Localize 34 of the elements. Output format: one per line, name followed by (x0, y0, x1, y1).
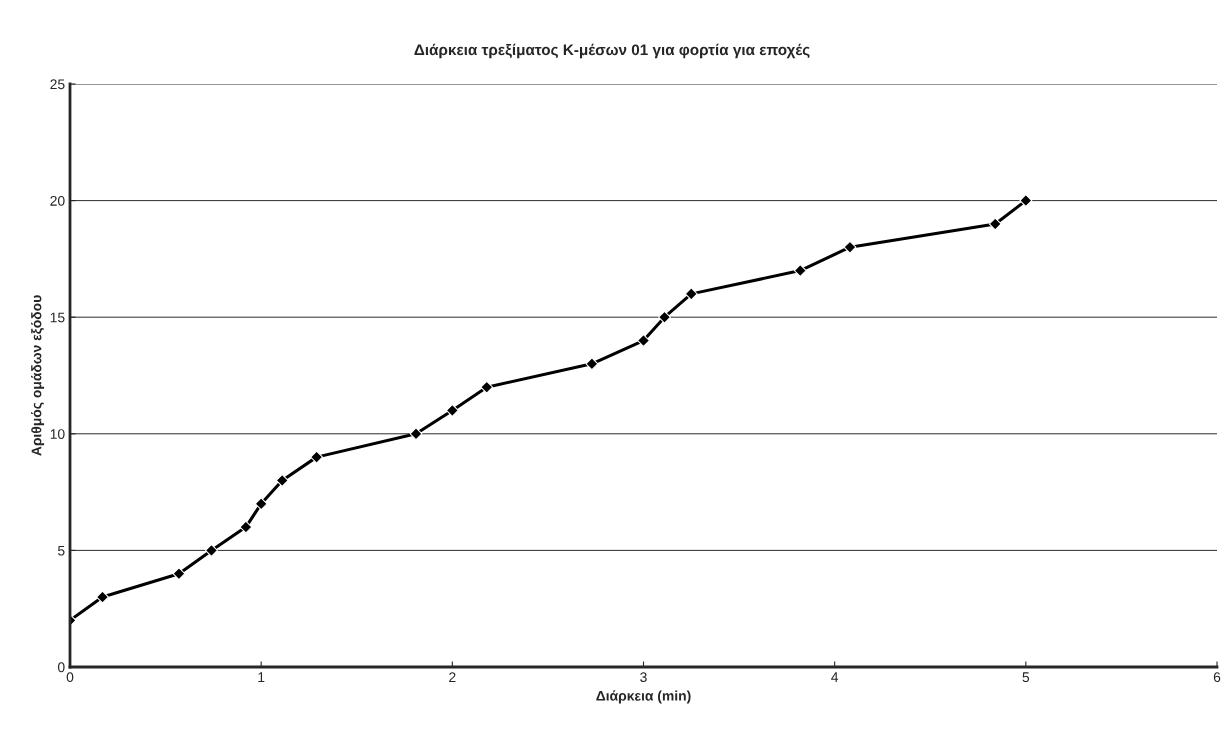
y-tick-label: 25 (50, 79, 65, 90)
point (239, 520, 253, 534)
point (1019, 194, 1033, 208)
x-tick-label: 3 (640, 672, 647, 683)
point (254, 497, 268, 511)
y-tick-label: 10 (50, 429, 65, 439)
x-tick-label: 2 (449, 672, 456, 682)
point (684, 287, 698, 301)
y-tick-label: 20 (50, 195, 65, 206)
x-axis-title: Διάρκεια (min) (596, 690, 691, 704)
point (172, 567, 186, 581)
point (637, 334, 650, 347)
y-axis-title: Αριθμός ομάδων εξόδου (31, 295, 45, 456)
point (585, 357, 599, 371)
point (480, 380, 494, 394)
point (96, 590, 109, 604)
x-tick-label: 5 (1022, 672, 1030, 683)
point (445, 404, 459, 417)
y-tick-label: 15 (50, 312, 65, 323)
point (310, 450, 324, 464)
y-tick-label: 5 (57, 545, 65, 556)
point (843, 240, 857, 254)
x-tick-label: 1 (258, 672, 265, 682)
point (658, 310, 671, 324)
point (275, 474, 289, 487)
x-tick-label: 0 (66, 672, 74, 683)
x-tick-label: 4 (831, 672, 839, 682)
y-tick-label: 0 (57, 662, 65, 673)
point (793, 264, 807, 277)
x-tick-label: 6 (1213, 672, 1221, 683)
point (988, 217, 1002, 231)
point (205, 543, 218, 557)
point (409, 427, 423, 441)
chart-title: Διάρκεια τρεξίματος K-μέσων 01 για φορτία για εποχές (414, 43, 810, 59)
